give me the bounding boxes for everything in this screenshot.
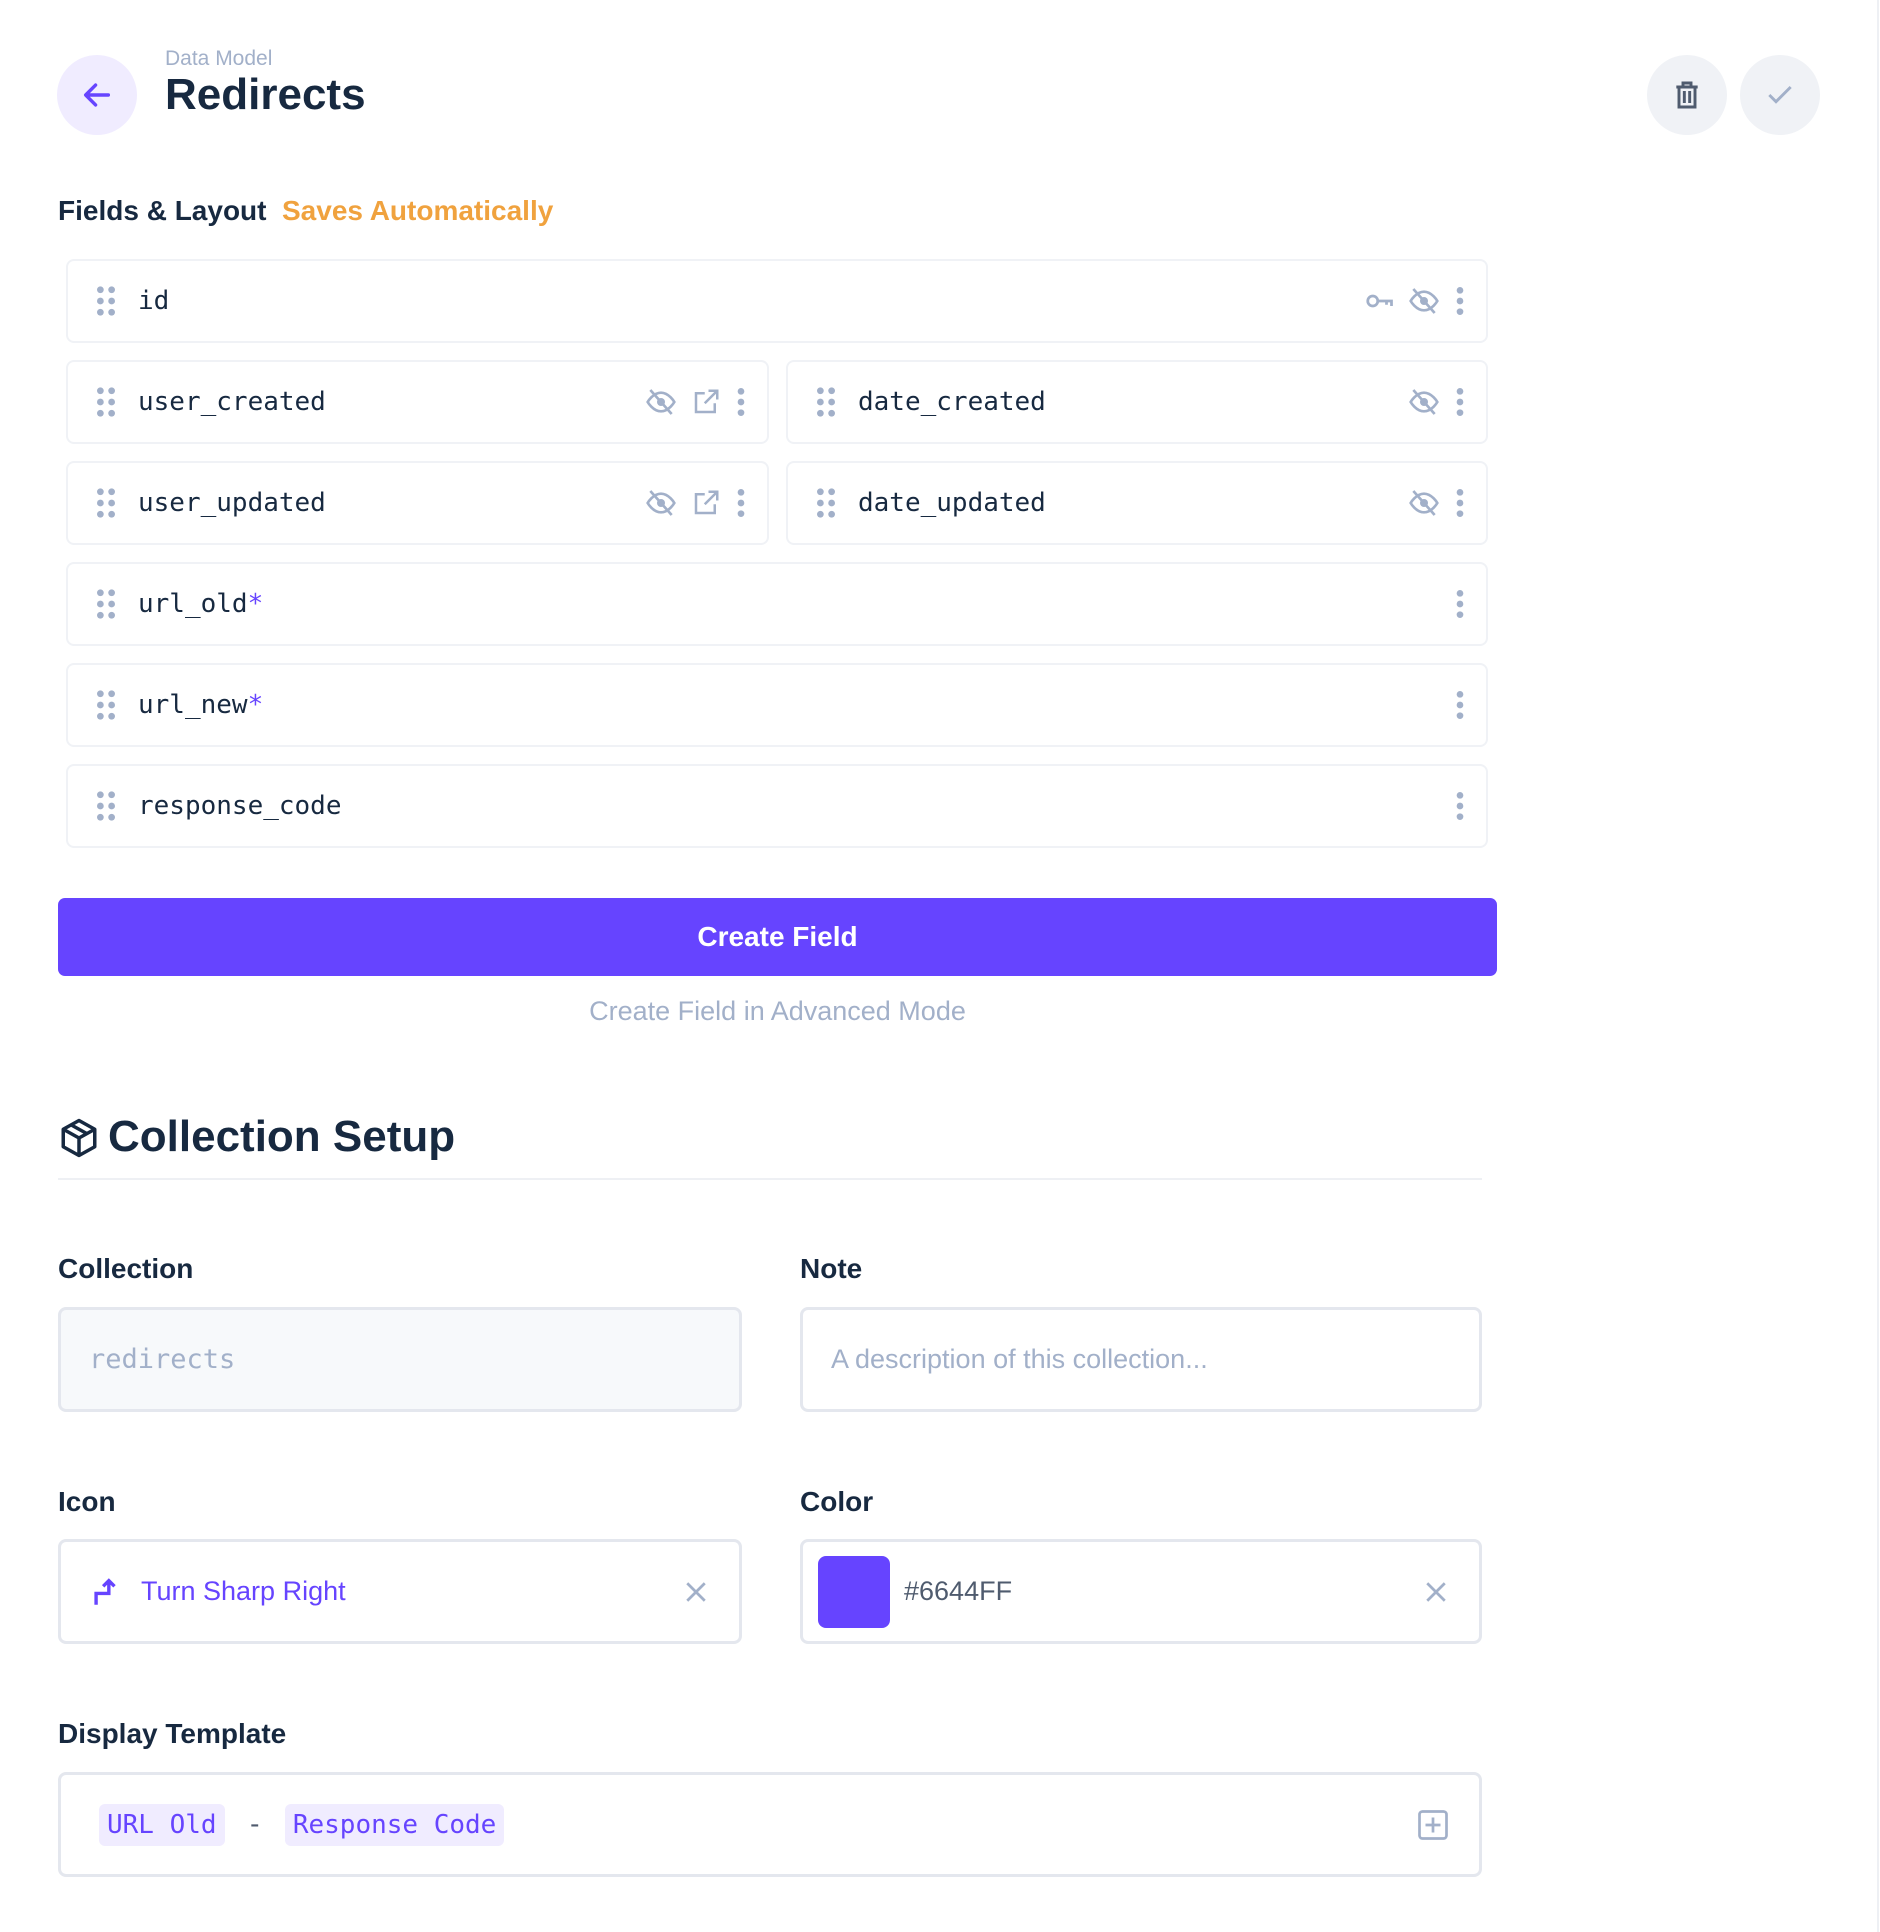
field-name: date_updated <box>858 488 1046 518</box>
field-actions <box>1408 386 1466 418</box>
arrow-back-icon <box>83 83 111 107</box>
scroll-divider <box>1877 0 1879 1932</box>
field-name: url_new* <box>138 690 264 720</box>
field-row[interactable]: response_code <box>66 764 1488 848</box>
field-actions <box>1408 487 1466 519</box>
field-name: response_code <box>138 791 342 821</box>
note-input[interactable]: A description of this collection... <box>800 1307 1482 1412</box>
saves-automatically-note: Saves Automatically <box>282 195 554 226</box>
drag-handle-icon[interactable] <box>816 387 836 417</box>
eye-off-icon[interactable] <box>645 386 677 418</box>
field-row[interactable]: id <box>66 259 1488 343</box>
required-marker: * <box>247 589 264 619</box>
field-row[interactable]: user_updated <box>66 461 769 545</box>
template-chip[interactable]: Response Code <box>284 1803 505 1846</box>
collection-input[interactable]: redirects <box>58 1307 742 1412</box>
more-vertical-icon[interactable] <box>1454 386 1466 418</box>
save-button[interactable] <box>1740 55 1820 135</box>
field-row[interactable]: url_new* <box>66 663 1488 747</box>
key-icon[interactable] <box>1364 286 1394 316</box>
collection-setup-title: Collection Setup <box>108 1112 456 1161</box>
check-icon <box>1768 85 1792 104</box>
display-template-label: Display Template <box>58 1718 287 1749</box>
page-title: Redirects <box>165 70 366 119</box>
field-name: user_created <box>138 387 326 417</box>
more-vertical-icon[interactable] <box>1454 588 1466 620</box>
open-in-new-icon[interactable] <box>691 488 721 518</box>
more-vertical-icon[interactable] <box>735 386 747 418</box>
eye-off-icon[interactable] <box>1408 386 1440 418</box>
more-vertical-icon[interactable] <box>1454 487 1466 519</box>
clear-icon[interactable] <box>1421 1577 1451 1607</box>
create-field-advanced-link[interactable]: Create Field in Advanced Mode <box>589 996 966 1026</box>
color-swatch[interactable] <box>818 1555 890 1628</box>
eye-off-icon[interactable] <box>1408 487 1440 519</box>
drag-handle-icon[interactable] <box>96 589 116 619</box>
template-chip[interactable]: URL Old <box>99 1803 225 1846</box>
drag-handle-icon[interactable] <box>96 791 116 821</box>
field-name: date_created <box>858 387 1046 417</box>
field-row[interactable]: url_old* <box>66 562 1488 646</box>
more-vertical-icon[interactable] <box>1454 285 1466 317</box>
icon-value: Turn Sharp Right <box>141 1576 346 1606</box>
eye-off-icon[interactable] <box>1408 285 1440 317</box>
create-field-button[interactable]: Create Field <box>58 898 1497 976</box>
field-row[interactable]: user_created <box>66 360 769 444</box>
drag-handle-icon[interactable] <box>96 690 116 720</box>
field-row[interactable]: date_updated <box>786 461 1488 545</box>
field-actions <box>1454 790 1466 822</box>
field-name: user_updated <box>138 488 326 518</box>
note-label: Note <box>800 1253 863 1284</box>
section-divider <box>58 1178 1482 1180</box>
clear-icon[interactable] <box>681 1577 711 1607</box>
field-actions <box>645 386 747 418</box>
drag-handle-icon[interactable] <box>816 488 836 518</box>
field-name: id <box>138 286 170 316</box>
eye-off-icon[interactable] <box>645 487 677 519</box>
delete-button[interactable] <box>1647 55 1727 135</box>
required-marker: * <box>247 690 264 720</box>
drag-handle-icon[interactable] <box>96 488 116 518</box>
more-vertical-icon[interactable] <box>735 487 747 519</box>
field-actions <box>1454 689 1466 721</box>
display-template-input[interactable]: URL Old - Response Code <box>58 1772 1482 1877</box>
color-input[interactable]: #6644FF <box>800 1539 1482 1644</box>
box-icon <box>61 1118 97 1158</box>
breadcrumb[interactable]: Data Model <box>165 47 273 70</box>
field-actions <box>645 487 747 519</box>
trash-icon <box>1676 81 1698 109</box>
more-vertical-icon[interactable] <box>1454 790 1466 822</box>
more-vertical-icon[interactable] <box>1454 689 1466 721</box>
open-in-new-icon[interactable] <box>691 387 721 417</box>
field-row[interactable]: date_created <box>786 360 1488 444</box>
drag-handle-icon[interactable] <box>96 387 116 417</box>
field-name: url_old* <box>138 589 264 619</box>
turn-sharp-right-icon <box>94 1577 116 1605</box>
add-field-icon[interactable] <box>1415 1807 1451 1843</box>
icon-select[interactable]: Turn Sharp Right <box>58 1539 742 1644</box>
fields-section-title: Fields & Layout <box>58 195 267 226</box>
field-actions <box>1364 285 1466 317</box>
collection-label: Collection <box>58 1253 194 1284</box>
back-button[interactable] <box>57 55 137 135</box>
icon-label: Icon <box>58 1486 116 1517</box>
field-actions <box>1454 588 1466 620</box>
color-label: Color <box>800 1486 874 1517</box>
template-separator: - <box>246 1809 263 1840</box>
color-value: #6644FF <box>904 1576 1013 1606</box>
drag-handle-icon[interactable] <box>96 286 116 316</box>
